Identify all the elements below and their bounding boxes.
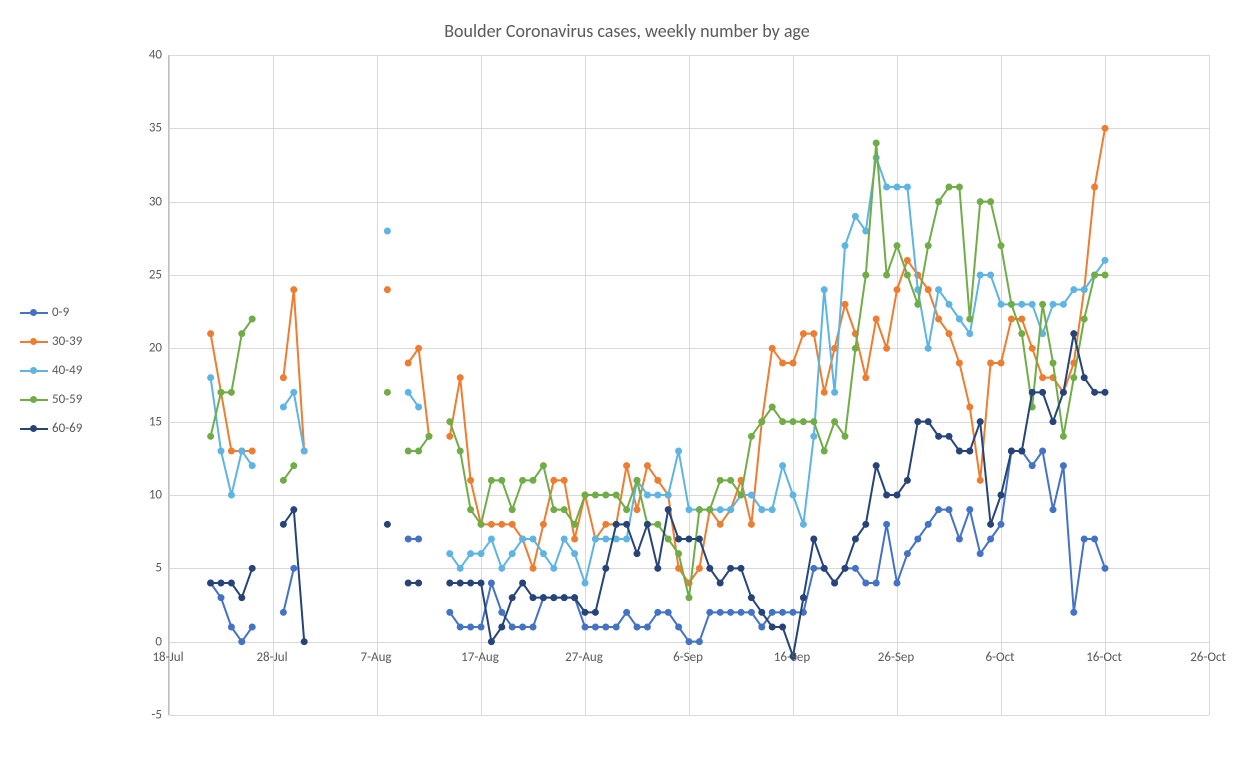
y-tick-label: 25 [122, 268, 162, 283]
legend-marker-icon [30, 367, 37, 374]
chart-title: Boulder Coronavirus cases, weekly number… [0, 20, 1254, 42]
x-tick-label: 17-Aug [461, 650, 499, 665]
legend-marker-icon [30, 425, 37, 432]
plot-area [168, 55, 1209, 715]
x-tick-label: 6-Sep [673, 650, 703, 665]
legend-line-icon [20, 370, 48, 372]
legend-item-40-49: 40-49 [20, 363, 82, 378]
legend-line-icon [20, 341, 48, 343]
y-tick-label: 0 [122, 634, 162, 649]
x-tick-label: 18-Jul [152, 650, 183, 665]
y-tick-label: 5 [122, 561, 162, 576]
x-tick-label: 26-Sep [878, 650, 914, 665]
legend-item-60-69: 60-69 [20, 421, 82, 436]
legend-line-icon [20, 312, 48, 314]
legend-item-30-39: 30-39 [20, 334, 82, 349]
y-tick-label: 20 [122, 341, 162, 356]
legend-label: 50-59 [52, 392, 82, 407]
legend-label: 60-69 [52, 421, 82, 436]
y-tick-label: 10 [122, 488, 162, 503]
y-tick-label: 15 [122, 414, 162, 429]
y-tick-label: -5 [122, 708, 162, 723]
legend-label: 40-49 [52, 363, 82, 378]
legend-label: 30-39 [52, 334, 82, 349]
y-tick-label: 40 [122, 48, 162, 63]
x-tick-label: 28-Jul [256, 650, 287, 665]
legend-marker-icon [30, 338, 37, 345]
legend-line-icon [20, 399, 48, 401]
chart-container: Boulder Coronavirus cases, weekly number… [0, 0, 1254, 770]
legend-item-0-9: 0-9 [20, 305, 82, 320]
legend-marker-icon [30, 396, 37, 403]
legend: 0-9 30-39 40-49 50-59 60-69 [20, 305, 82, 450]
x-tick-label: 6-Oct [985, 650, 1014, 665]
y-tick-label: 35 [122, 121, 162, 136]
x-tick-label: 7-Aug [360, 650, 391, 665]
y-tick-label: 30 [122, 194, 162, 209]
gridline-h [169, 715, 1209, 716]
x-tick-label: 16-Sep [774, 650, 810, 665]
x-tick-label: 27-Aug [565, 650, 603, 665]
gridline-v [1209, 55, 1210, 715]
legend-label: 0-9 [52, 305, 69, 320]
legend-line-icon [20, 428, 48, 430]
legend-item-50-59: 50-59 [20, 392, 82, 407]
legend-marker-icon [30, 309, 37, 316]
x-tick-label: 16-Oct [1086, 650, 1122, 665]
x-tick-label: 26-Oct [1190, 650, 1226, 665]
series-60-69 [169, 55, 1209, 715]
